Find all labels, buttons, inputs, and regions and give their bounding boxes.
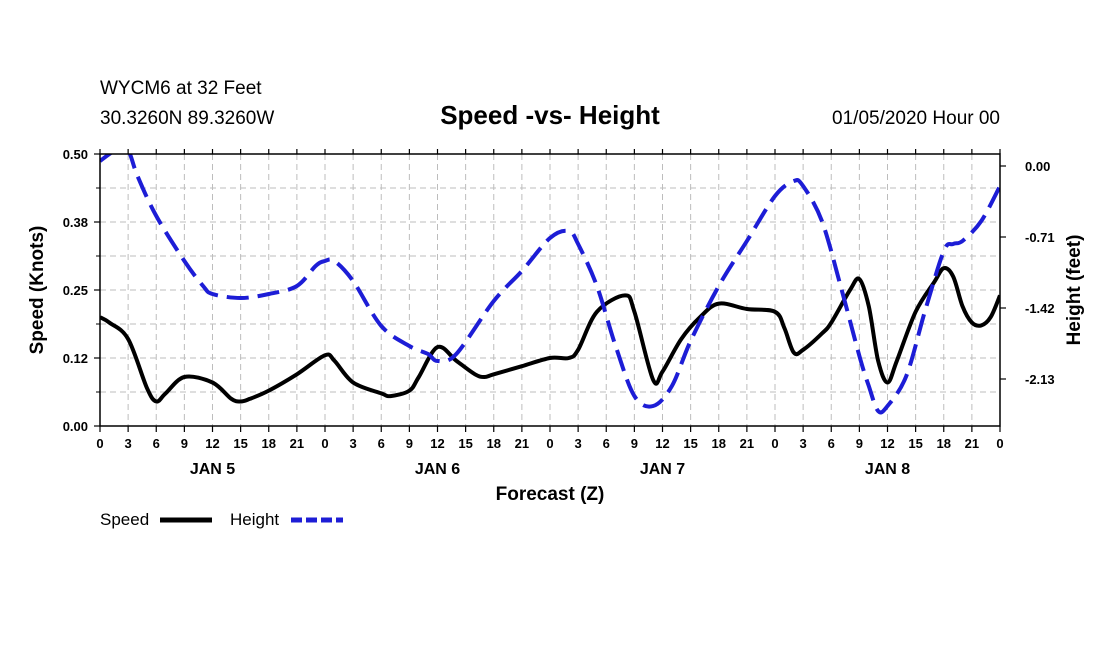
axes: 0 3 6 9 12 15 18 21 0 3 6 9 12 15 18 21 0 3 6 9 12 15 18 21 0 3 6 9…	[63, 147, 1055, 478]
legend-speed-label: Speed	[100, 510, 149, 529]
chart-title: Speed -vs- Height	[440, 100, 660, 130]
y-left-tick-label: 0.25	[63, 283, 88, 298]
run-time: 01/05/2020 Hour 00	[832, 108, 1000, 129]
x-tick-label: 18	[487, 436, 501, 451]
y-axis-left-label: Speed (Knots)	[27, 226, 48, 355]
x-tick-label: 6	[828, 436, 835, 451]
grid	[100, 154, 1000, 426]
x-tick-label: 18	[712, 436, 726, 451]
station-location: 30.3260N 89.3260W	[100, 108, 274, 129]
x-tick-label: 12	[205, 436, 219, 451]
x-tick-label: 21	[515, 436, 529, 451]
x-tick-label: 3	[350, 436, 357, 451]
x-tick-label: 9	[406, 436, 413, 451]
legend-height-label: Height	[230, 510, 279, 529]
day-label: JAN 5	[190, 461, 235, 478]
series-layer	[100, 154, 1000, 415]
x-tick-label: 6	[378, 436, 385, 451]
x-tick-label: 0	[996, 436, 1003, 451]
x-tick-label: 12	[880, 436, 894, 451]
y-left-tick-label: 0.38	[63, 215, 88, 230]
x-tick-label: 12	[655, 436, 669, 451]
x-tick-label: 12	[430, 436, 444, 451]
x-tick-label: 0	[96, 436, 103, 451]
day-label: JAN 7	[640, 461, 685, 478]
x-tick-label: 21	[740, 436, 754, 451]
x-tick-label: 18	[937, 436, 951, 451]
x-tick-label: 3	[800, 436, 807, 451]
x-tick-label: 15	[233, 436, 247, 451]
y-left-tick-label: 0.50	[63, 147, 88, 162]
x-tick-label: 0	[546, 436, 553, 451]
x-tick-label: 3	[125, 436, 132, 451]
x-tick-label: 15	[683, 436, 697, 451]
y-left-tick-label: 0.12	[63, 351, 88, 366]
x-tick-label: 9	[856, 436, 863, 451]
station-name: WYCM6 at 32 Feet	[100, 78, 262, 99]
day-label: JAN 8	[865, 461, 910, 478]
x-axis-label: Forecast (Z)	[496, 484, 605, 505]
x-tick-label: 6	[603, 436, 610, 451]
y-right-tick-label: -1.42	[1025, 301, 1055, 316]
x-tick-label: 21	[965, 436, 979, 451]
x-tick-label: 21	[290, 436, 304, 451]
y-right-tick-label: -2.13	[1025, 372, 1055, 387]
series-line-height	[100, 154, 1000, 415]
y-left-tick-label: 0.00	[63, 419, 88, 434]
y-axis-right-label: Height (feet)	[1064, 235, 1085, 346]
series-line-speed	[100, 266, 1000, 404]
x-tick-label: 15	[458, 436, 472, 451]
x-tick-label: 6	[153, 436, 160, 451]
x-tick-label: 9	[181, 436, 188, 451]
x-tick-label: 3	[575, 436, 582, 451]
x-tick-label: 15	[908, 436, 922, 451]
legend: Speed Height	[100, 510, 343, 529]
y-right-tick-label: 0.00	[1025, 159, 1050, 174]
x-tick-label: 9	[631, 436, 638, 451]
x-tick-label: 0	[321, 436, 328, 451]
x-tick-label: 18	[262, 436, 276, 451]
x-tick-label: 0	[771, 436, 778, 451]
day-label: JAN 6	[415, 461, 460, 478]
y-right-tick-label: -0.71	[1025, 230, 1055, 245]
